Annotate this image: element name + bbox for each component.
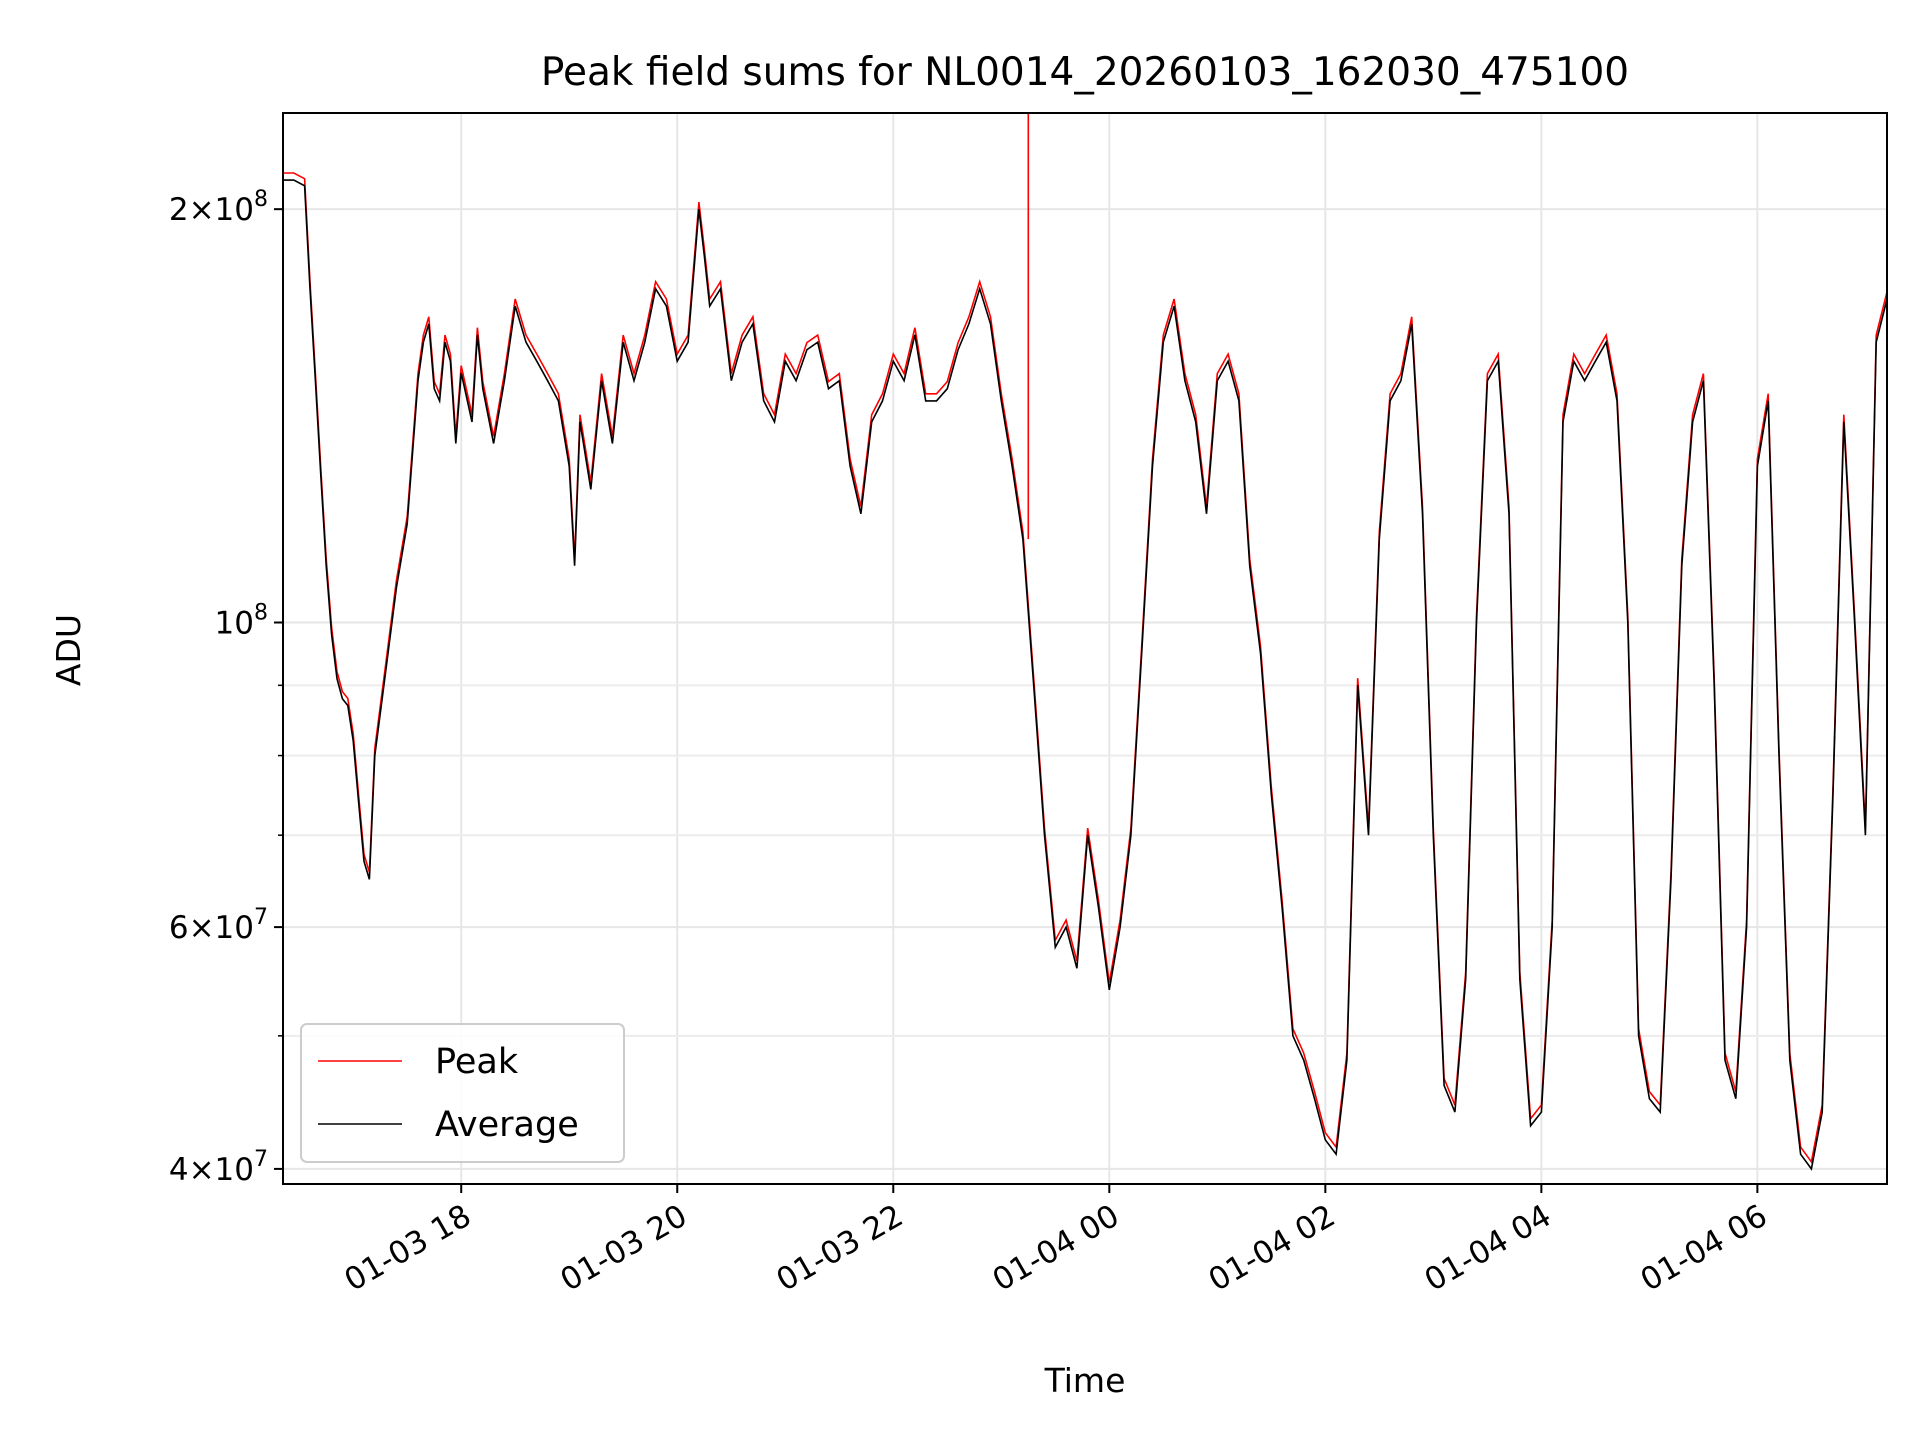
legend-average-label: Average: [435, 1105, 579, 1145]
legend-box: [300, 1023, 625, 1163]
series-layer: [283, 113, 1887, 1171]
y-tick-label: 6×107: [169, 905, 268, 946]
legend-peak-label: Peak: [435, 1042, 519, 1082]
plot-frame: [282, 112, 1888, 1185]
y-axis-title: ADU: [49, 614, 88, 686]
peak-series-line: [283, 172, 1887, 1164]
y-tick-label: 4×107: [169, 1147, 268, 1188]
legend: Peak Average: [300, 1023, 625, 1163]
y-tick-label: 108: [215, 601, 268, 642]
chart-title: Peak field sums for NL0014_20260103_1620…: [541, 50, 1629, 95]
x-axis-title: Time: [1044, 1361, 1126, 1400]
y-tick-label: 2×108: [169, 187, 268, 228]
average-series-line: [283, 179, 1887, 1171]
